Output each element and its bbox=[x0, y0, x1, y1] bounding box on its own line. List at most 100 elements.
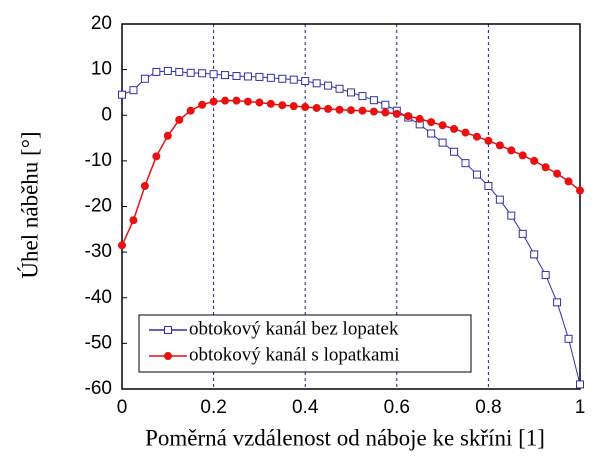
marker bbox=[461, 159, 470, 168]
y-tick-label: -10 bbox=[85, 150, 112, 171]
legend bbox=[138, 314, 472, 373]
marker bbox=[209, 97, 218, 106]
y-tick-label: 10 bbox=[91, 59, 112, 80]
marker bbox=[576, 186, 584, 195]
marker bbox=[232, 96, 241, 105]
marker bbox=[129, 216, 138, 225]
marker bbox=[118, 90, 126, 99]
marker bbox=[266, 73, 275, 82]
marker bbox=[289, 102, 298, 111]
marker bbox=[221, 96, 230, 105]
marker bbox=[495, 195, 504, 204]
marker bbox=[381, 100, 390, 109]
marker bbox=[541, 270, 550, 279]
marker bbox=[450, 124, 459, 133]
marker bbox=[312, 79, 321, 88]
x-tick-label: 0.8 bbox=[475, 397, 501, 418]
marker bbox=[530, 250, 539, 259]
marker bbox=[427, 129, 436, 138]
marker bbox=[369, 96, 378, 105]
legend-marker bbox=[164, 326, 172, 334]
marker bbox=[358, 106, 367, 115]
marker bbox=[152, 67, 161, 76]
marker bbox=[198, 100, 207, 109]
marker bbox=[198, 69, 207, 78]
marker bbox=[518, 151, 527, 160]
y-tick-label: 0 bbox=[101, 104, 112, 125]
marker bbox=[347, 88, 355, 97]
marker bbox=[518, 229, 527, 238]
marker bbox=[312, 103, 321, 112]
legend-marker bbox=[164, 352, 172, 360]
marker bbox=[576, 380, 584, 389]
marker bbox=[404, 112, 413, 121]
marker bbox=[209, 70, 218, 79]
marker bbox=[438, 121, 447, 130]
marker bbox=[232, 72, 241, 81]
marker bbox=[335, 105, 344, 114]
marker bbox=[175, 115, 184, 124]
marker bbox=[186, 68, 195, 77]
marker bbox=[324, 81, 333, 90]
y-tick-label: -50 bbox=[85, 332, 112, 353]
marker bbox=[301, 103, 310, 112]
marker bbox=[140, 181, 149, 190]
marker bbox=[530, 156, 539, 165]
marker bbox=[221, 71, 230, 80]
marker bbox=[152, 152, 161, 161]
marker bbox=[324, 104, 333, 113]
marker bbox=[266, 99, 275, 108]
marker bbox=[461, 128, 470, 137]
marker bbox=[118, 241, 126, 250]
x-tick-label: 0.2 bbox=[200, 397, 226, 418]
marker bbox=[472, 170, 481, 179]
marker bbox=[564, 334, 573, 343]
marker bbox=[415, 114, 424, 123]
marker bbox=[450, 147, 459, 156]
marker bbox=[484, 181, 493, 190]
legend-label: obtokový kanál bez lopatek bbox=[189, 318, 399, 339]
marker bbox=[392, 109, 401, 118]
y-tick-label: -60 bbox=[85, 378, 112, 399]
marker bbox=[301, 77, 310, 86]
y-tick-label: 20 bbox=[91, 13, 112, 34]
marker bbox=[278, 101, 287, 110]
marker bbox=[507, 211, 516, 220]
plot-frame bbox=[121, 23, 581, 390]
x-tick-label: 0.6 bbox=[384, 397, 410, 418]
marker bbox=[507, 146, 516, 155]
y-tick-label: -40 bbox=[85, 287, 112, 308]
x-axis-label: Poměrná vzdálenost od náboje ke skříni [… bbox=[145, 425, 545, 450]
marker bbox=[472, 132, 481, 141]
marker bbox=[129, 86, 138, 95]
marker bbox=[255, 98, 264, 107]
y-tick-label: -30 bbox=[85, 241, 112, 262]
legend-label: obtokový kanál s lopatkami bbox=[189, 344, 400, 365]
marker bbox=[335, 84, 344, 93]
marker bbox=[438, 138, 447, 147]
marker bbox=[564, 177, 573, 186]
x-tick-label: 0.4 bbox=[292, 397, 319, 418]
marker bbox=[381, 108, 390, 117]
marker bbox=[278, 74, 287, 83]
marker bbox=[541, 163, 550, 172]
marker bbox=[553, 298, 562, 307]
marker bbox=[255, 72, 264, 81]
marker bbox=[495, 141, 504, 150]
marker bbox=[484, 136, 493, 145]
marker bbox=[347, 106, 355, 115]
marker bbox=[140, 74, 149, 83]
marker bbox=[243, 72, 252, 81]
y-tick-label: -20 bbox=[85, 196, 112, 217]
marker bbox=[369, 107, 378, 116]
marker bbox=[163, 66, 172, 75]
marker bbox=[163, 131, 172, 140]
y-axis-label: Úhel náběhu [°] bbox=[16, 131, 42, 278]
marker bbox=[427, 118, 436, 127]
marker bbox=[289, 75, 298, 84]
marker bbox=[358, 92, 367, 101]
x-tick-label: 1 bbox=[575, 397, 586, 418]
marker bbox=[186, 106, 195, 115]
x-tick-label: 0 bbox=[117, 397, 128, 418]
